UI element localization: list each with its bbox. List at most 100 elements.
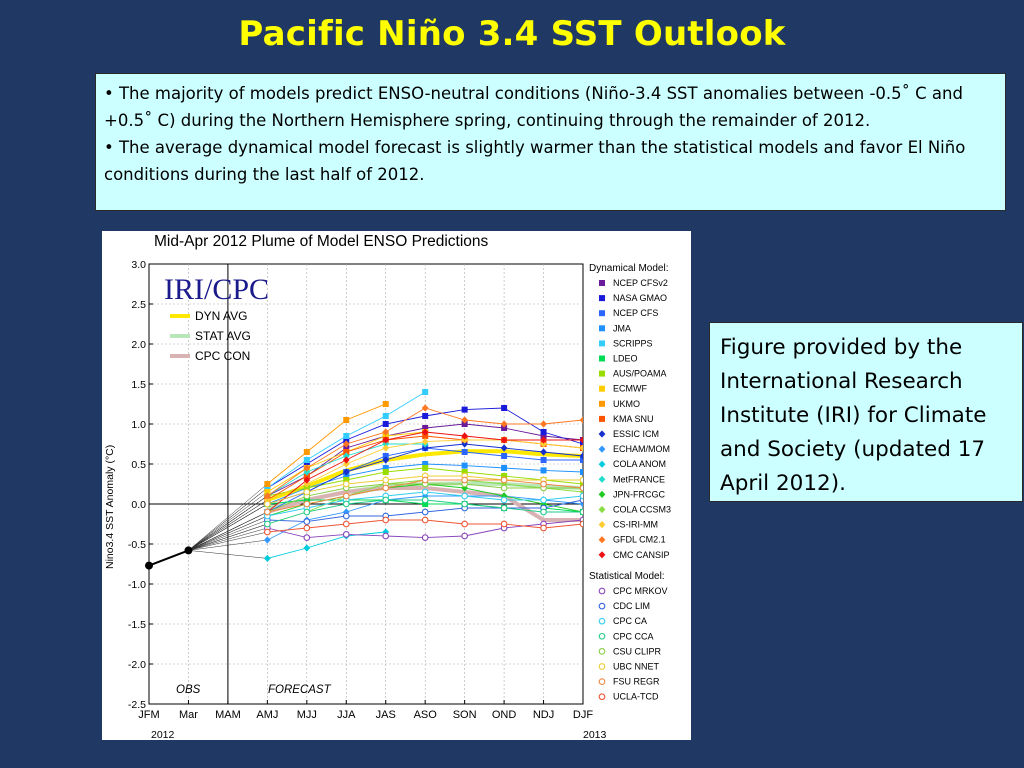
legend-marker (598, 430, 606, 438)
legend-marker (599, 370, 605, 377)
y-tick-label: 2.5 (131, 299, 146, 311)
data-point (422, 461, 429, 467)
model-legend: Dynamical Model: NCEP CFSv2 NASA GMAO NCEP … (589, 263, 671, 702)
data-point (501, 465, 508, 471)
data-point (421, 428, 429, 436)
observed-point (145, 561, 153, 570)
data-point (421, 488, 429, 496)
data-point (422, 501, 429, 507)
data-point (500, 496, 508, 504)
legend-label: KMA SNU (613, 414, 654, 424)
data-point (500, 484, 508, 492)
connector-line (188, 515, 268, 551)
data-point (382, 401, 389, 407)
legend-label: CPC CCA (613, 631, 654, 641)
data-point (422, 433, 429, 439)
legend-marker (598, 490, 606, 498)
avg-legend-label: CPC CON (195, 349, 250, 363)
enso-plume-chart: Mid-Apr 2012 Plume of Model ENSO Predict… (102, 231, 691, 740)
legend-label: JMA (613, 323, 631, 333)
data-point (382, 469, 389, 475)
legend-marker (598, 445, 606, 453)
data-point (382, 421, 389, 427)
chart-svg: Mid-Apr 2012 Plume of Model ENSO Predict… (104, 233, 671, 740)
data-point (579, 508, 583, 516)
y-tick-label: -1.0 (128, 579, 146, 591)
data-point (461, 421, 468, 427)
chart-title: Mid-Apr 2012 Plume of Model ENSO Predict… (154, 233, 489, 250)
data-point (540, 480, 547, 488)
data-point (580, 457, 583, 463)
x-tick-label: JFM (138, 709, 159, 721)
data-point (303, 461, 310, 467)
y-tick-label: 1.5 (131, 379, 146, 391)
data-point (303, 449, 310, 455)
legend-label: NCEP CFS (613, 308, 658, 318)
data-point (461, 462, 468, 469)
bullet-box: • The majority of models predict ENSO-ne… (95, 73, 1006, 211)
legend-marker (599, 280, 605, 286)
data-point (263, 492, 271, 500)
legend-label: CMC CANSIP (613, 550, 670, 560)
data-point (382, 413, 389, 419)
data-point (421, 516, 429, 524)
data-point (500, 444, 508, 452)
data-point (342, 500, 350, 508)
legend-label: ECHAM/MOM (613, 444, 670, 454)
data-point (343, 433, 350, 439)
data-point (303, 518, 311, 525)
connector-line (188, 491, 268, 551)
data-point (382, 440, 390, 448)
data-point (501, 453, 508, 459)
y-axis-label: Nino3.4 SST Anomaly (°C) (104, 445, 116, 569)
data-point (461, 436, 469, 444)
data-point (461, 449, 468, 455)
data-point (342, 456, 350, 464)
data-point (343, 437, 350, 443)
data-point (343, 473, 350, 479)
data-point (264, 528, 271, 536)
x-tick-label: MAM (215, 709, 241, 721)
data-point (303, 544, 311, 552)
legend-marker (598, 505, 606, 514)
plot-area: JFM Mar MAM AMJ MJJ JJA JAS ASO SON OND NDJ DJF 3.0 2… (128, 259, 593, 721)
legend-marker (598, 475, 606, 483)
data-point (461, 492, 468, 500)
avg-legend-label: DYN AVG (195, 309, 247, 323)
data-point (540, 448, 547, 456)
y-tick-label: 1.0 (131, 419, 146, 431)
connector-line (188, 483, 268, 551)
data-point (422, 413, 429, 419)
data-point (303, 524, 311, 532)
x-tick-label: ASO (414, 709, 438, 721)
y-tick-label: -0.5 (128, 539, 146, 551)
data-point (342, 520, 350, 528)
legend-marker (598, 678, 606, 685)
legend-label: NCEP CFSv2 (613, 278, 668, 288)
data-point (421, 534, 429, 541)
data-point (343, 477, 350, 483)
legend-marker (599, 295, 605, 302)
data-point (579, 452, 583, 460)
legend-label: CDC LIM (613, 601, 650, 611)
data-point (382, 444, 390, 452)
y-tick-label: 2.0 (131, 339, 146, 351)
legend-label: LDEO (613, 354, 638, 364)
legend-marker (598, 693, 606, 701)
data-point (540, 524, 547, 532)
legend-marker (599, 355, 605, 362)
legend-marker (598, 663, 606, 670)
data-point (540, 429, 547, 435)
bullet-2: • The average dynamical model forecast i… (104, 138, 966, 184)
data-point (303, 488, 311, 496)
legend-marker (599, 340, 605, 347)
connector-line (188, 487, 268, 551)
data-point (342, 480, 350, 488)
data-point (264, 485, 271, 491)
con-average-line (266, 486, 583, 522)
x-tick-label: JAS (376, 709, 396, 721)
legend-label: MetFRANCE (613, 474, 665, 484)
data-point (422, 425, 429, 431)
legend-label: ESSIC ICM (613, 429, 659, 439)
data-point (501, 425, 508, 431)
